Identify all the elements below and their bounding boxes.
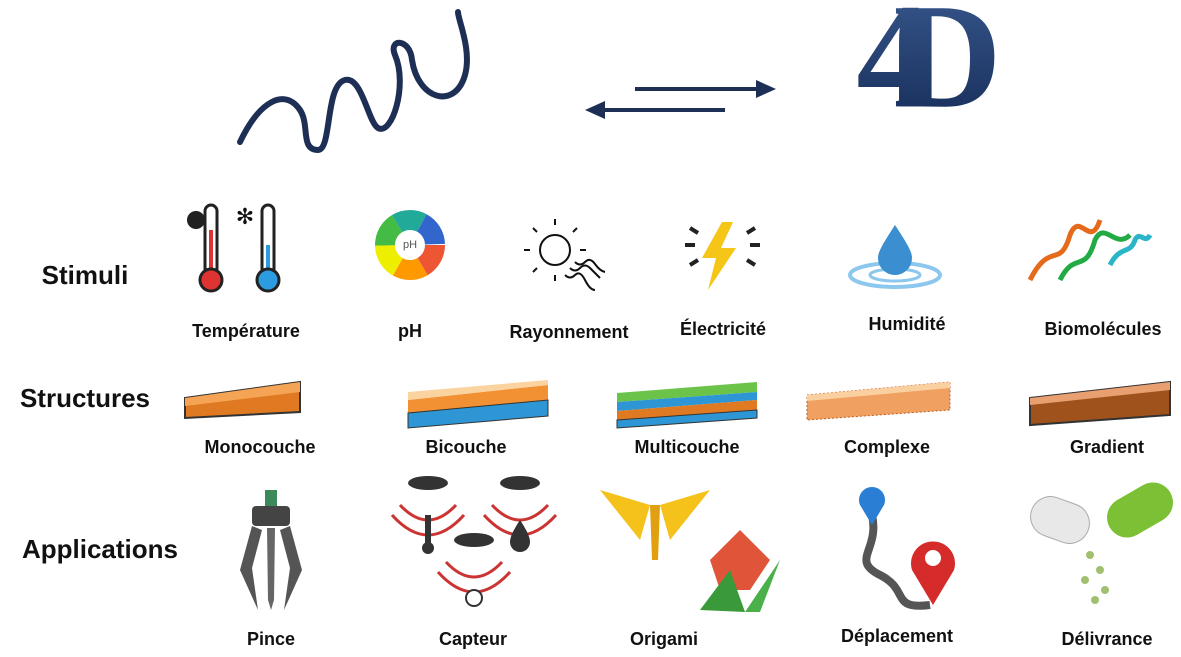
item-label: pH bbox=[398, 321, 422, 341]
icon-pince bbox=[240, 490, 302, 610]
item-label: Délivrance bbox=[1061, 629, 1152, 649]
item-label: Gradient bbox=[1070, 437, 1144, 457]
equilibrium-arrows bbox=[585, 80, 776, 119]
item-label: Capteur bbox=[439, 629, 507, 649]
icon-radiation bbox=[524, 219, 605, 290]
item-label: Humidité bbox=[868, 314, 945, 334]
svg-text:pH: pH bbox=[403, 239, 417, 251]
item-label: Complexe bbox=[844, 437, 930, 457]
icon-bicouche bbox=[408, 380, 548, 428]
icon-complexe bbox=[807, 382, 950, 420]
icon-origami bbox=[600, 490, 780, 612]
icon-temperature: ✻ bbox=[187, 204, 279, 291]
item-label: Multicouche bbox=[634, 437, 739, 457]
icon-deplacement bbox=[859, 487, 955, 606]
icon-multicouche bbox=[617, 382, 757, 428]
item-label: Pince bbox=[247, 629, 295, 649]
item-label: Bicouche bbox=[425, 437, 506, 457]
item-label: Température bbox=[192, 321, 300, 341]
icon-monocouche bbox=[185, 382, 300, 418]
icon-gradient bbox=[1030, 382, 1170, 425]
item-label: Biomolécules bbox=[1044, 319, 1161, 339]
item-label: Origami bbox=[630, 629, 698, 649]
icon-capteur bbox=[392, 476, 556, 606]
item-label: Déplacement bbox=[841, 626, 953, 646]
row-label: Applications bbox=[22, 534, 178, 564]
item-label: Monocouche bbox=[205, 437, 316, 457]
svg-text:✻: ✻ bbox=[236, 204, 254, 229]
row-label: Structures bbox=[20, 383, 150, 413]
icon-biomolecules bbox=[1030, 220, 1150, 280]
icon-humidity bbox=[850, 225, 940, 287]
item-label: Rayonnement bbox=[509, 322, 628, 342]
polymer-strand bbox=[240, 12, 467, 150]
item-label: Électricité bbox=[680, 318, 766, 339]
logo: 4D bbox=[856, 0, 994, 139]
icon-delivrance bbox=[1025, 475, 1180, 604]
icon-electricity bbox=[685, 222, 760, 290]
figure: 4D Stimuli Structures Applications ✻ pH bbox=[0, 0, 1181, 657]
row-label: Stimuli bbox=[42, 260, 129, 290]
icon-ph: pH bbox=[385, 220, 435, 270]
